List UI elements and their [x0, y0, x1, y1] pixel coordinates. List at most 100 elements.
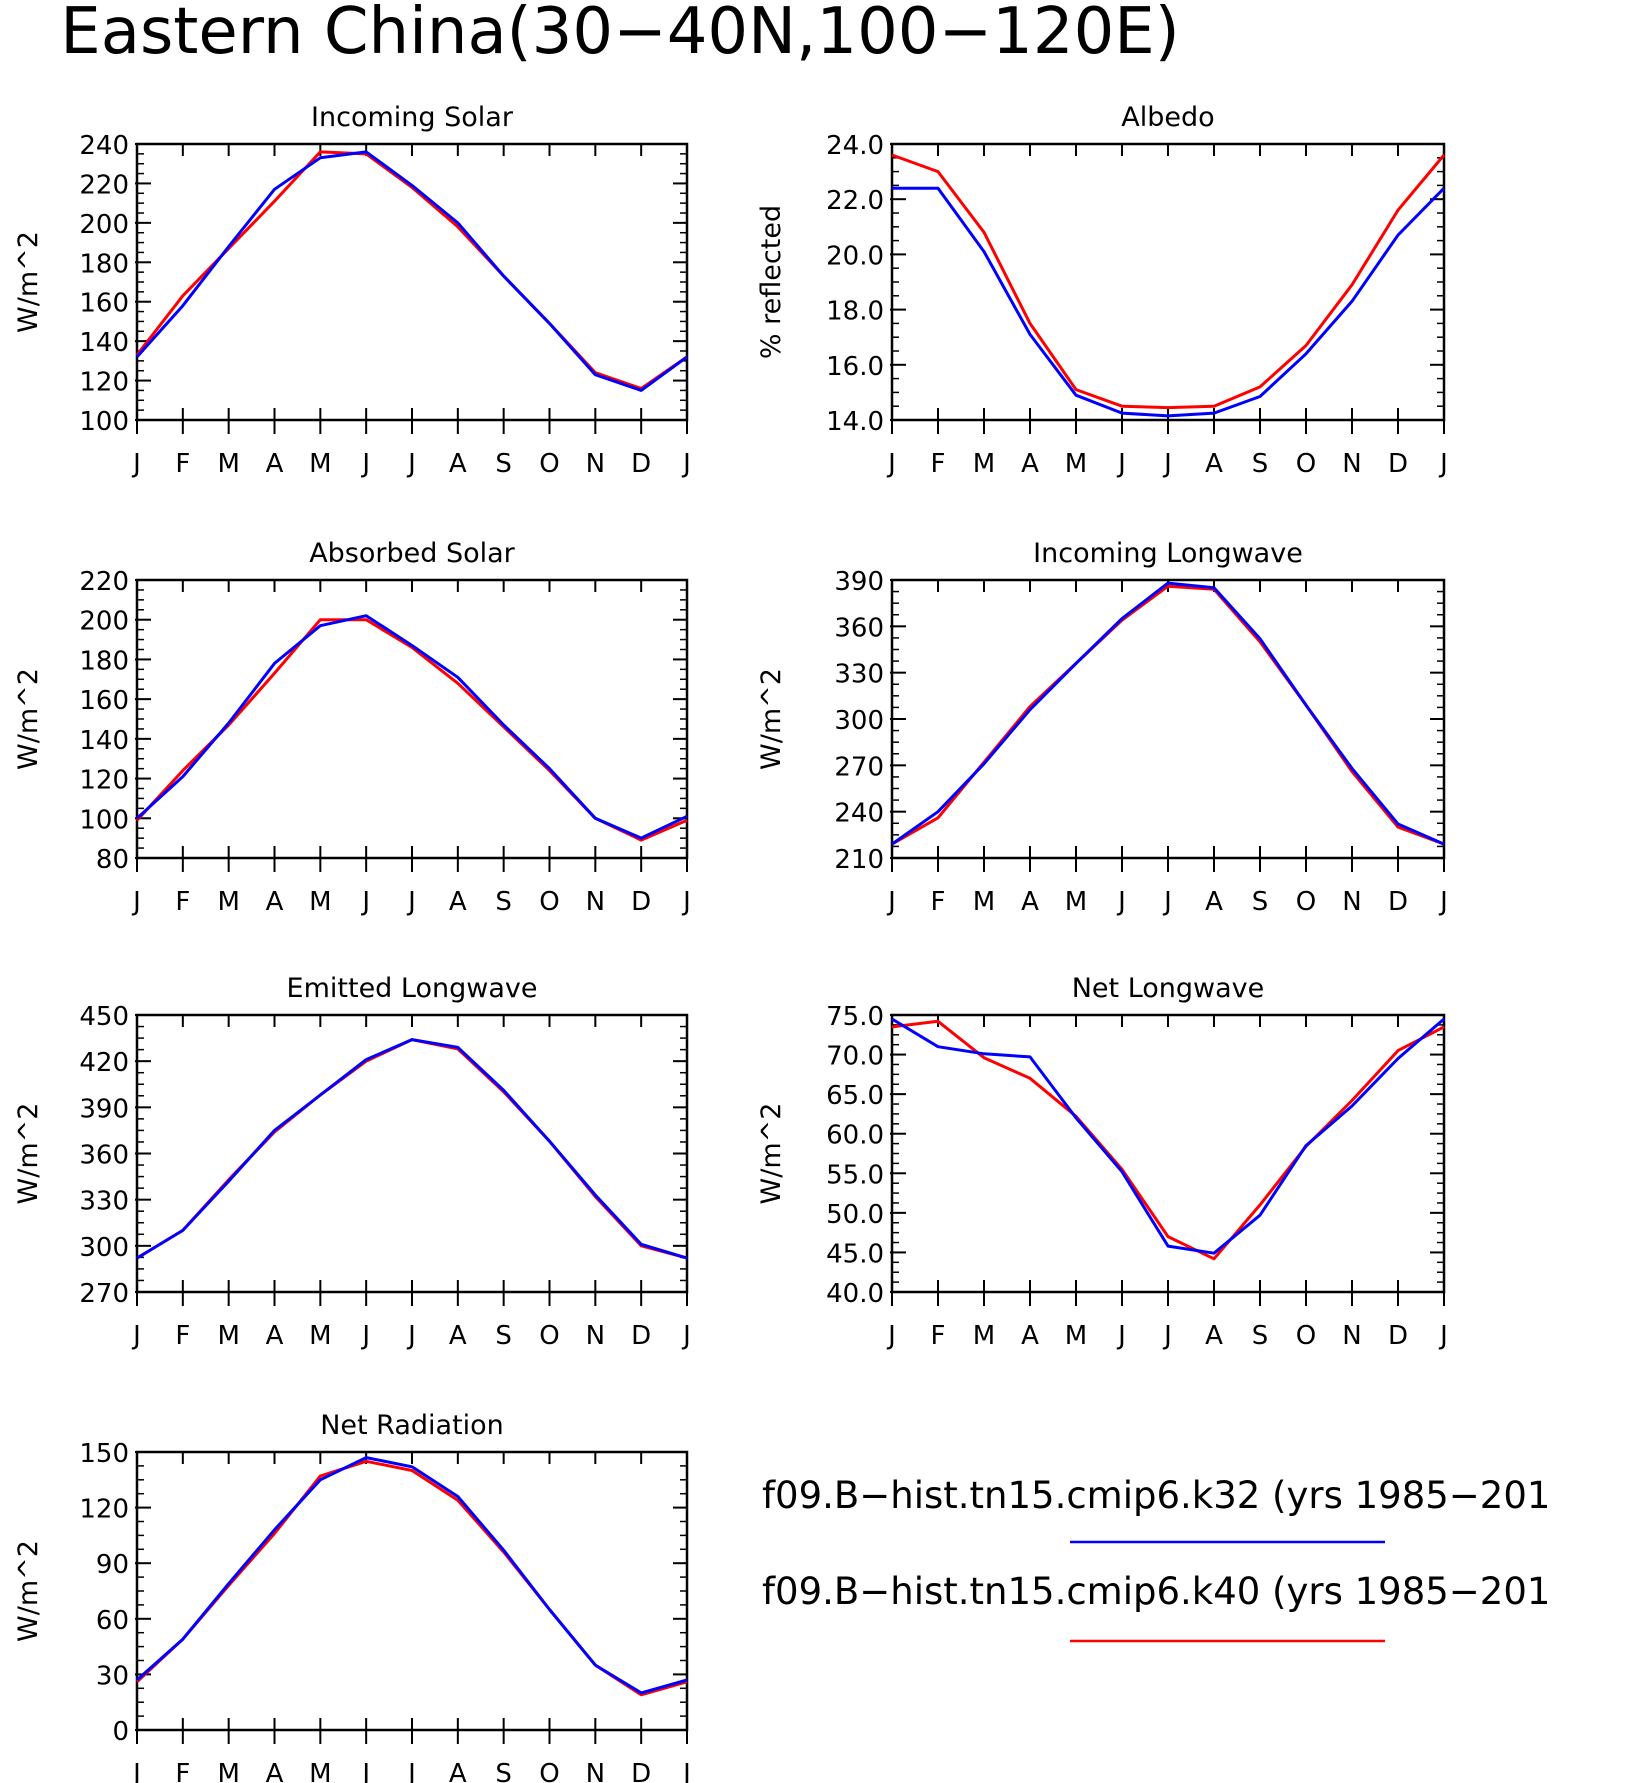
- y-tick-label: 150: [79, 1439, 129, 1469]
- y-axis-label: W/m^2: [13, 1103, 44, 1205]
- x-tick-label: M: [309, 1759, 331, 1783]
- x-tick-label: N: [1342, 449, 1361, 479]
- panel-5: J F M A M J J A S O N D J270300330360390420450Emitte…: [13, 973, 691, 1351]
- panel-title: Incoming Solar: [311, 102, 514, 133]
- x-tick-label: J: [1438, 1321, 1448, 1351]
- y-tick-label: 14.0: [826, 407, 884, 437]
- panel-title: Absorbed Solar: [309, 538, 515, 569]
- x-tick-label: J: [1116, 1321, 1126, 1351]
- y-tick-label: 22.0: [826, 186, 884, 216]
- y-tick-label: 220: [79, 567, 129, 597]
- y-tick-label: 270: [79, 1279, 129, 1309]
- y-axis-label: W/m^2: [13, 668, 44, 770]
- y-tick-label: 200: [79, 210, 129, 240]
- x-tick-label: F: [175, 1759, 190, 1783]
- y-tick-label: 18.0: [826, 297, 884, 327]
- y-tick-label: 120: [79, 1495, 129, 1525]
- x-tick-label: M: [309, 1321, 331, 1351]
- plot-frame: [135, 1013, 689, 1294]
- x-tick-label: D: [631, 887, 651, 917]
- y-tick-label: 120: [79, 766, 129, 796]
- x-tick-label: N: [586, 449, 605, 479]
- x-tick-label: S: [495, 1759, 512, 1783]
- x-tick-label: J: [886, 887, 896, 917]
- series-line-k40: [891, 1019, 1445, 1261]
- x-tick-label: A: [449, 449, 467, 479]
- series-line-k32: [135, 614, 688, 840]
- x-tick-label: M: [309, 449, 331, 479]
- x-tick-label: M: [217, 1321, 239, 1351]
- y-tick-label: 390: [834, 567, 884, 597]
- x-tick-label: J: [886, 449, 896, 479]
- panel-title: Emitted Longwave: [287, 973, 538, 1004]
- series-line-k40: [891, 584, 1445, 846]
- x-tick-label: F: [175, 887, 190, 917]
- y-tick-label: 390: [79, 1094, 129, 1124]
- x-tick-label: M: [1065, 887, 1087, 917]
- plot-frame: [135, 1450, 689, 1732]
- x-tick-label: A: [1021, 887, 1039, 917]
- y-tick-label: 180: [79, 249, 129, 279]
- series-line-k40: [891, 153, 1446, 410]
- y-tick-label: 90: [96, 1550, 129, 1580]
- x-tick-label: J: [360, 449, 370, 479]
- x-tick-label: A: [266, 1321, 284, 1351]
- y-axis-label: % reflected: [756, 205, 787, 359]
- x-tick-label: J: [681, 449, 691, 479]
- series-line-k32: [136, 1456, 688, 1695]
- x-tick-label: A: [1205, 449, 1223, 479]
- y-tick-label: 120: [79, 368, 129, 398]
- x-tick-label: J: [1162, 887, 1172, 917]
- y-tick-label: 240: [834, 799, 884, 829]
- legend-label-k32: f09.B−hist.tn15.cmip6.k32 (yrs 1985−201: [762, 1474, 1550, 1517]
- panel-2: J F M A M J J A S O N D J14.016.018.020.022.024.0Alb…: [756, 102, 1448, 479]
- y-tick-label: 330: [834, 660, 884, 690]
- plot-frame: [135, 578, 689, 860]
- legend-label-k40: f09.B−hist.tn15.cmip6.k40 (yrs 1985−201: [762, 1570, 1550, 1613]
- y-tick-label: 40.0: [826, 1279, 884, 1309]
- panel-3: J F M A M J J A S O N D J80100120140160180200220Abso…: [13, 538, 691, 917]
- panel-title: Albedo: [1121, 102, 1214, 133]
- x-tick-label: S: [495, 449, 512, 479]
- series-line-k40: [135, 150, 688, 390]
- x-tick-label: M: [1065, 1321, 1087, 1351]
- x-tick-label: A: [266, 449, 284, 479]
- x-tick-label: J: [360, 1759, 370, 1783]
- y-tick-label: 70.0: [826, 1042, 884, 1072]
- x-tick-label: N: [1342, 887, 1361, 917]
- x-tick-label: A: [266, 1759, 284, 1783]
- x-tick-label: D: [1388, 449, 1408, 479]
- y-tick-label: 270: [834, 752, 884, 782]
- panel-6: J F M A M J J A S O N D J40.045.050.055.060.065.070.…: [756, 973, 1448, 1351]
- y-tick-label: 420: [79, 1048, 129, 1078]
- x-tick-label: A: [449, 887, 467, 917]
- x-tick-label: A: [449, 1321, 467, 1351]
- y-tick-label: 60.0: [826, 1121, 884, 1151]
- x-tick-label: J: [360, 1321, 370, 1351]
- x-tick-label: D: [1388, 1321, 1408, 1351]
- y-tick-label: 210: [834, 845, 884, 875]
- x-tick-label: J: [1438, 887, 1448, 917]
- y-tick-label: 450: [79, 1002, 129, 1032]
- x-tick-label: F: [175, 449, 190, 479]
- x-tick-label: F: [931, 449, 946, 479]
- x-tick-label: J: [1162, 1321, 1172, 1351]
- x-tick-label: M: [973, 887, 995, 917]
- x-tick-label: O: [1296, 449, 1316, 479]
- series-line-k40: [135, 1459, 688, 1697]
- x-tick-label: O: [1296, 1321, 1316, 1351]
- x-tick-label: D: [631, 449, 651, 479]
- panel-title: Incoming Longwave: [1033, 538, 1303, 569]
- x-tick-label: J: [406, 1321, 416, 1351]
- y-axis-label: W/m^2: [756, 668, 787, 770]
- x-tick-label: A: [266, 887, 284, 917]
- x-tick-label: O: [1296, 887, 1316, 917]
- series-line-k32: [891, 1017, 1445, 1255]
- x-tick-label: J: [681, 1321, 691, 1351]
- x-tick-label: S: [1252, 887, 1269, 917]
- x-tick-label: A: [1205, 887, 1223, 917]
- panels: J F M A M J J A S O N D J100120140160180200220240Inc…: [13, 102, 1448, 1783]
- y-tick-label: 45.0: [826, 1239, 884, 1269]
- y-tick-label: 16.0: [826, 352, 884, 382]
